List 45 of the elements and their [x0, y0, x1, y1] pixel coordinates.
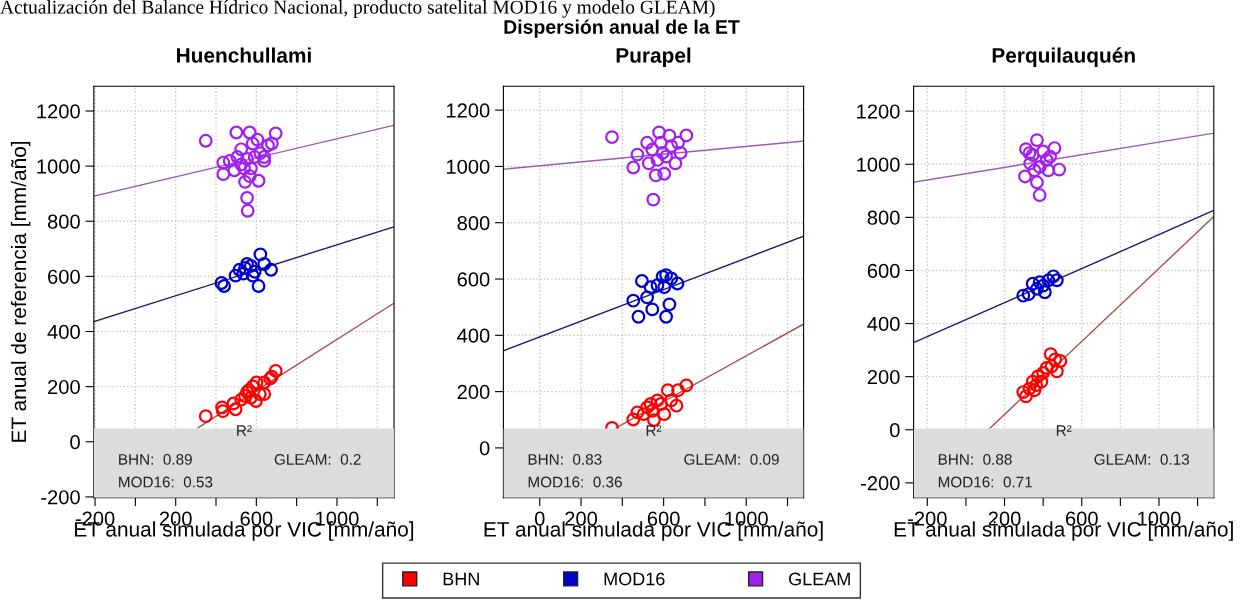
y-tick-label: 200	[48, 379, 80, 395]
y-tick-label: 200	[867, 369, 900, 385]
y-axis-title: ET anual de referencia [mm/año]	[10, 141, 31, 442]
y-tick-label: 600	[48, 269, 80, 284]
y-tick-label: 0	[479, 441, 490, 456]
annotation: BHN: 0.88	[938, 453, 1012, 465]
annotation: MOD16: 0.36	[528, 476, 622, 488]
chart-title: Purapel	[616, 47, 691, 67]
chart-title: Huenchullami	[177, 47, 311, 63]
y-tick-label: 800	[457, 215, 490, 231]
annotation: R²	[237, 425, 252, 436]
annotation: GLEAM: 0.09	[684, 453, 779, 465]
chart-title: Perquilauquén	[992, 47, 1135, 67]
annotation: GLEAM: 0.2	[274, 453, 361, 465]
y-tick-label: 200	[457, 384, 490, 400]
annotation: BHN: 0.83	[528, 453, 602, 465]
legend-label: GLEAM	[789, 572, 850, 586]
text: Actualización del Balance Hídrico Nacional, producto satelital MOD16 y modelo GLEAM)	[0, 0, 715, 18]
y-tick-label: 600	[457, 272, 490, 287]
annotation: BHN: 0.89	[119, 453, 192, 465]
x-tick-label: 600	[1065, 511, 1098, 526]
y-tick-label: 1000	[446, 159, 490, 174]
y-tick-label: -200	[861, 476, 900, 491]
y-tick-label: 400	[47, 324, 80, 340]
y-tick-label: 400	[457, 328, 490, 343]
y-tick-label: 800	[867, 210, 900, 225]
annotation: R²	[646, 425, 662, 436]
text: Dispersión anual de la ET	[504, 19, 740, 38]
y-tick-label: 600	[867, 263, 900, 278]
annotation: R²	[1056, 425, 1072, 436]
y-tick-label: 1000	[37, 159, 80, 174]
y-tick-label: 800	[47, 214, 80, 229]
annotation: MOD16: 0.71	[938, 476, 1032, 488]
y-tick-label: 1200	[37, 104, 80, 119]
y-tick-label: 400	[867, 316, 900, 332]
annotation: GLEAM: 0.13	[1094, 453, 1189, 465]
y-tick-label: 1200	[857, 104, 900, 119]
y-tick-label: -200	[41, 490, 80, 505]
y-tick-label: 1000	[857, 157, 900, 172]
y-tick-label: 1200	[446, 103, 490, 118]
annotation: MOD16: 0.53	[119, 476, 213, 488]
legend-label: MOD16	[604, 572, 665, 586]
y-tick-label: 0	[70, 435, 80, 450]
legend-label: BHN	[443, 572, 479, 586]
y-tick-label: 0	[890, 423, 900, 438]
